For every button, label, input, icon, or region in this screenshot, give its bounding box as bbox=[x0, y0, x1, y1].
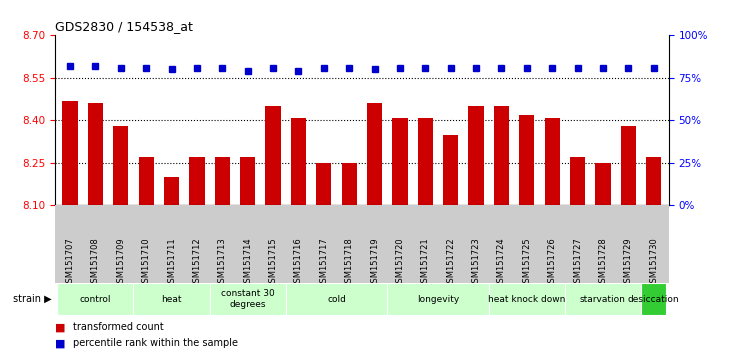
Bar bbox=[113, 126, 129, 205]
Bar bbox=[443, 135, 458, 205]
Bar bbox=[489, 283, 565, 315]
Text: percentile rank within the sample: percentile rank within the sample bbox=[73, 338, 238, 348]
Bar bbox=[57, 283, 134, 315]
Bar bbox=[646, 157, 662, 205]
Bar bbox=[367, 103, 382, 205]
Text: starvation: starvation bbox=[580, 295, 626, 304]
Text: control: control bbox=[80, 295, 111, 304]
Bar bbox=[519, 115, 534, 205]
Text: constant 30
degrees: constant 30 degrees bbox=[221, 290, 275, 309]
Text: heat knock down: heat knock down bbox=[488, 295, 566, 304]
Bar bbox=[469, 106, 484, 205]
Bar bbox=[286, 283, 387, 315]
Text: GDS2830 / 154538_at: GDS2830 / 154538_at bbox=[55, 20, 193, 33]
Bar bbox=[189, 157, 205, 205]
Bar bbox=[417, 118, 433, 205]
Bar bbox=[493, 106, 509, 205]
Bar bbox=[641, 283, 667, 315]
Bar bbox=[62, 101, 77, 205]
Bar bbox=[545, 118, 560, 205]
Bar bbox=[393, 118, 407, 205]
Bar bbox=[139, 157, 154, 205]
Bar bbox=[215, 157, 230, 205]
Bar bbox=[317, 163, 331, 205]
Bar bbox=[210, 283, 286, 315]
Text: longevity: longevity bbox=[417, 295, 459, 304]
Bar bbox=[291, 118, 306, 205]
Text: heat: heat bbox=[162, 295, 182, 304]
Bar bbox=[570, 157, 585, 205]
Bar bbox=[595, 163, 610, 205]
Bar bbox=[240, 157, 255, 205]
Text: strain ▶: strain ▶ bbox=[12, 294, 51, 304]
Bar bbox=[164, 177, 179, 205]
Text: cold: cold bbox=[327, 295, 346, 304]
Bar bbox=[387, 283, 489, 315]
Bar bbox=[88, 103, 103, 205]
Text: desiccation: desiccation bbox=[628, 295, 679, 304]
Bar bbox=[621, 126, 636, 205]
Bar bbox=[341, 163, 357, 205]
Text: ■: ■ bbox=[55, 338, 65, 348]
Text: transformed count: transformed count bbox=[73, 322, 164, 332]
Bar bbox=[265, 106, 281, 205]
Bar bbox=[134, 283, 210, 315]
Bar bbox=[565, 283, 641, 315]
Text: ■: ■ bbox=[55, 322, 65, 332]
